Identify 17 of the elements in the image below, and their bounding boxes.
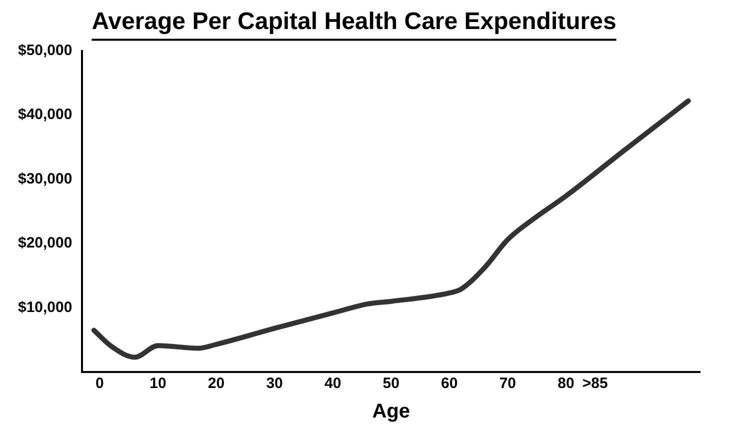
y-tick-label: $40,000 — [18, 106, 72, 124]
x-tick-label: 70 — [499, 375, 516, 392]
y-tick-label: $50,000 — [18, 42, 72, 59]
x-tick-label: 60 — [441, 375, 458, 392]
y-tick-label: $20,000 — [18, 234, 72, 252]
x-tick-label: 80 — [558, 375, 574, 392]
x-tick-label: 0 — [96, 375, 104, 392]
y-tick-label: $30,000 — [18, 170, 72, 188]
x-tick-label: 50 — [382, 375, 400, 392]
x-tick-label: >85 — [582, 375, 608, 392]
x-axis-title: Age — [372, 400, 410, 423]
y-tick-label: $10,000 — [18, 298, 72, 316]
x-tick-label: 30 — [266, 375, 283, 392]
x-tick-label: 20 — [208, 375, 225, 392]
chart-title: Average Per Capital Health Care Expenditures — [92, 8, 616, 36]
x-tick-label: 10 — [150, 375, 166, 392]
x-tick-label: 40 — [324, 375, 342, 392]
